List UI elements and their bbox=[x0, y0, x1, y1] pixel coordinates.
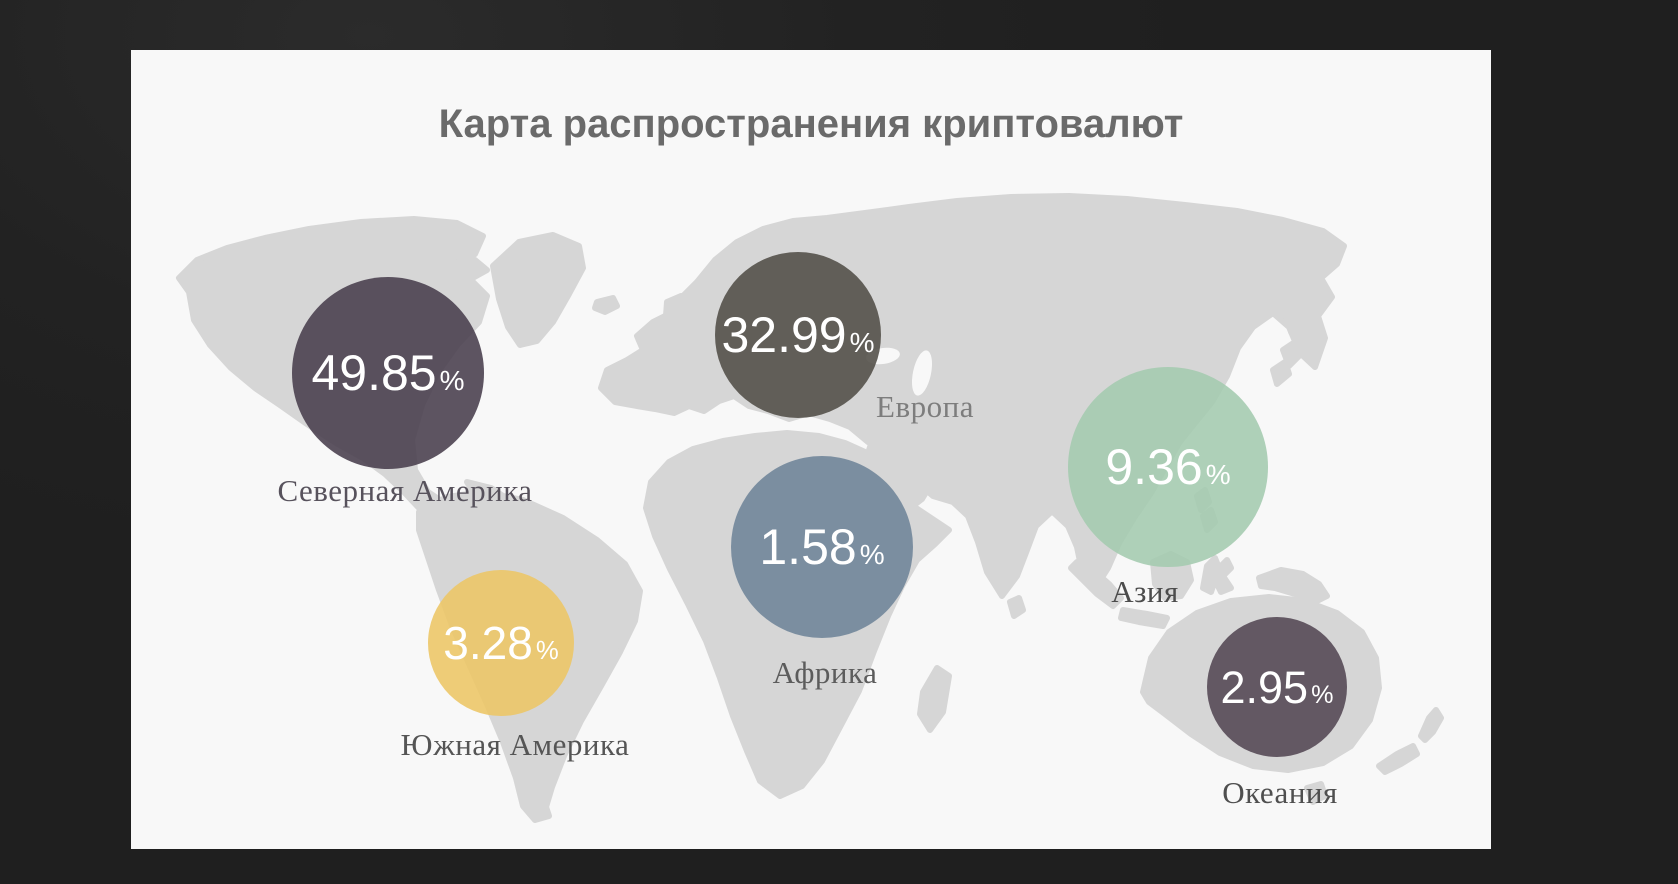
madagascar-landmass bbox=[917, 665, 952, 733]
region-value: 3.28 bbox=[443, 617, 533, 669]
north-america-label: Северная Америка bbox=[277, 473, 533, 508]
europe-bubble: 32.99 % bbox=[715, 252, 881, 418]
caspian-sea bbox=[911, 350, 933, 396]
region-value-row: 9.36 % bbox=[1105, 442, 1230, 492]
japan-landmass bbox=[1270, 319, 1314, 387]
asia-bubble: 9.36 % bbox=[1068, 367, 1268, 567]
region-value-row: 2.95 % bbox=[1221, 665, 1334, 710]
africa-bubble: 1.58 % bbox=[731, 456, 913, 638]
africa-label: Африка bbox=[772, 655, 878, 690]
java-landmass bbox=[1118, 607, 1170, 629]
greenland-landmass bbox=[490, 232, 586, 348]
percent-sign: % bbox=[849, 327, 875, 358]
region-value-row: 49.85 % bbox=[311, 348, 464, 398]
percent-sign: % bbox=[859, 539, 885, 570]
region-value: 9.36 bbox=[1105, 439, 1203, 495]
percent-sign: % bbox=[1205, 459, 1231, 490]
region-value: 49.85 bbox=[311, 345, 437, 401]
new-zealand-landmass bbox=[1376, 707, 1444, 775]
percent-sign: % bbox=[535, 637, 559, 665]
oceania-label: Океания bbox=[1222, 775, 1338, 810]
sulawesi-landmass bbox=[1200, 555, 1234, 595]
page-title: Карта распространения криптовалют bbox=[438, 102, 1184, 146]
region-value-row: 1.58 % bbox=[759, 522, 884, 572]
region-value: 32.99 bbox=[721, 307, 847, 363]
sri-lanka-landmass bbox=[1007, 595, 1026, 619]
oceania-bubble: 2.95 % bbox=[1207, 617, 1347, 757]
infographic-panel: Карта распространения криптовалют 49.85 … bbox=[131, 50, 1491, 849]
region-value: 2.95 bbox=[1220, 661, 1309, 713]
percent-sign: % bbox=[1311, 680, 1334, 709]
south-america-bubble: 3.28 % bbox=[428, 570, 574, 716]
asia-label: Азия bbox=[1111, 574, 1179, 609]
tasmania-landmass bbox=[1304, 781, 1328, 805]
sumatra-landmass bbox=[1068, 559, 1124, 609]
percent-sign: % bbox=[439, 365, 465, 396]
new-guinea-landmass bbox=[1256, 567, 1330, 605]
arctic-islands bbox=[424, 235, 490, 283]
region-value: 1.58 bbox=[759, 519, 857, 575]
regions-layer: 49.85 % Северная Америка 32.99 % Европа … bbox=[131, 50, 1491, 849]
iceland-landmass bbox=[592, 295, 620, 315]
north-america-bubble: 49.85 % bbox=[292, 277, 484, 469]
europe-label: Европа bbox=[876, 389, 974, 424]
south-america-label: Южная Америка bbox=[400, 727, 630, 762]
region-value-row: 3.28 % bbox=[443, 620, 558, 666]
region-value-row: 32.99 % bbox=[721, 310, 874, 360]
